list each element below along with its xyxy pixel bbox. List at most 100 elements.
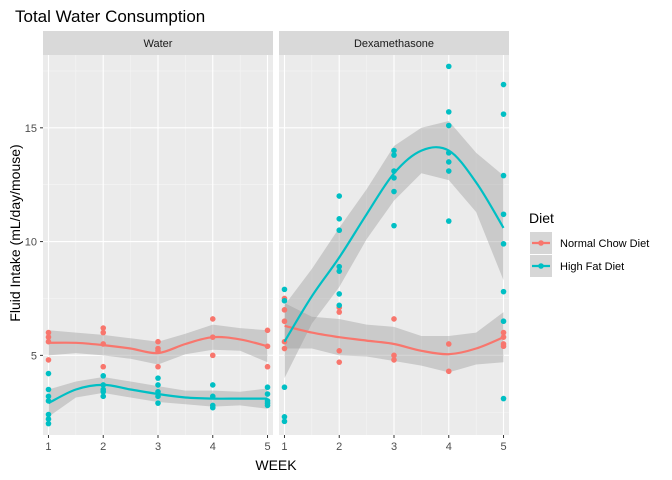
data-point <box>500 111 507 117</box>
legend-label: Normal Chow Diet <box>560 238 649 250</box>
data-point <box>45 357 52 363</box>
data-point <box>264 327 271 334</box>
data-point <box>336 359 343 365</box>
facet-strip <box>279 31 509 55</box>
data-point <box>45 334 52 340</box>
data-point <box>100 388 107 395</box>
data-point <box>100 329 107 336</box>
data-point <box>100 363 107 370</box>
facet-strip-label: Water <box>144 38 173 50</box>
data-point <box>209 382 216 388</box>
data-point <box>209 404 216 411</box>
data-point <box>445 341 452 347</box>
data-point <box>45 420 52 427</box>
data-point <box>445 122 452 129</box>
data-point <box>336 291 343 297</box>
data-point <box>391 222 397 229</box>
x-tick-label: 3 <box>391 441 397 453</box>
panel-dexamethasone: Dexamethasone 1 2 3 4 5 <box>279 31 509 453</box>
data-point <box>500 318 507 325</box>
data-point <box>100 393 107 400</box>
data-point <box>281 297 288 304</box>
smooth-line <box>284 324 504 356</box>
data-point <box>391 188 397 195</box>
data-point <box>209 352 216 359</box>
data-point <box>45 416 52 422</box>
x-tick-label: 2 <box>100 441 106 453</box>
data-point <box>45 386 52 393</box>
data-point <box>500 211 507 218</box>
data-point <box>155 375 161 381</box>
data-point <box>155 400 161 406</box>
x-axis-label: WEEK <box>255 457 297 473</box>
data-point <box>336 227 343 234</box>
data-point <box>336 309 343 315</box>
facet-strip-label: Dexamethasone <box>354 38 434 50</box>
chart-title: Total Water Consumption <box>15 7 205 26</box>
data-point <box>45 329 52 336</box>
data-point <box>281 307 288 313</box>
panel-water: Water 1 2 3 4 5 <box>43 31 273 453</box>
data-point <box>445 218 452 224</box>
data-point <box>500 172 507 179</box>
facet-strip <box>43 31 273 55</box>
smooth-line <box>48 383 268 405</box>
data-point <box>281 318 288 325</box>
x-tick-label: 1 <box>45 441 51 453</box>
legend-label: High Fat Diet <box>560 261 624 273</box>
x-tick-label: 4 <box>210 441 216 453</box>
legend-title: Diet <box>529 210 554 226</box>
data-point <box>391 316 397 322</box>
data-point <box>264 363 271 370</box>
legend-item: High Fat Diet <box>530 255 624 277</box>
legend-key-point <box>538 240 544 246</box>
data-point <box>281 384 288 391</box>
data-point <box>391 357 397 363</box>
data-point <box>500 329 507 336</box>
data-point <box>336 302 343 309</box>
x-tick-label: 4 <box>446 441 452 453</box>
x-tick-label: 3 <box>155 441 161 453</box>
data-point <box>264 384 271 391</box>
data-point <box>264 391 271 397</box>
data-point <box>281 345 288 352</box>
data-point <box>391 152 397 158</box>
data-point <box>100 325 107 331</box>
data-point <box>445 109 452 115</box>
data-point <box>391 147 397 154</box>
data-point <box>281 286 288 293</box>
data-point <box>500 343 507 350</box>
data-point <box>45 393 52 400</box>
smooth-line <box>283 146 505 343</box>
data-point <box>100 373 107 379</box>
data-point <box>391 352 397 359</box>
y-tick-label: 5 <box>31 350 37 362</box>
data-point <box>264 402 271 409</box>
y-tick-label: 10 <box>25 237 37 249</box>
data-point <box>336 263 343 270</box>
data-point <box>209 316 216 322</box>
data-point <box>155 338 161 345</box>
legend-item: Normal Chow Diet <box>530 232 649 254</box>
data-point <box>45 411 52 418</box>
data-point <box>281 413 288 420</box>
data-point <box>500 241 507 247</box>
x-tick-label: 1 <box>281 441 287 453</box>
data-point <box>45 370 52 377</box>
data-point <box>336 268 343 274</box>
data-point <box>500 288 507 295</box>
data-point <box>336 216 343 222</box>
data-point <box>445 159 452 165</box>
y-axis-label: Fluid Intake (mL/day/mouse) <box>7 144 23 321</box>
data-point <box>155 363 161 370</box>
data-point <box>500 81 507 88</box>
data-point <box>445 63 452 70</box>
data-point <box>281 418 288 425</box>
data-point <box>336 348 343 354</box>
x-tick-label: 5 <box>264 441 270 453</box>
data-point <box>336 193 343 199</box>
legend-key-point <box>538 263 544 269</box>
x-tick-label: 5 <box>500 441 506 453</box>
data-point <box>155 382 161 388</box>
